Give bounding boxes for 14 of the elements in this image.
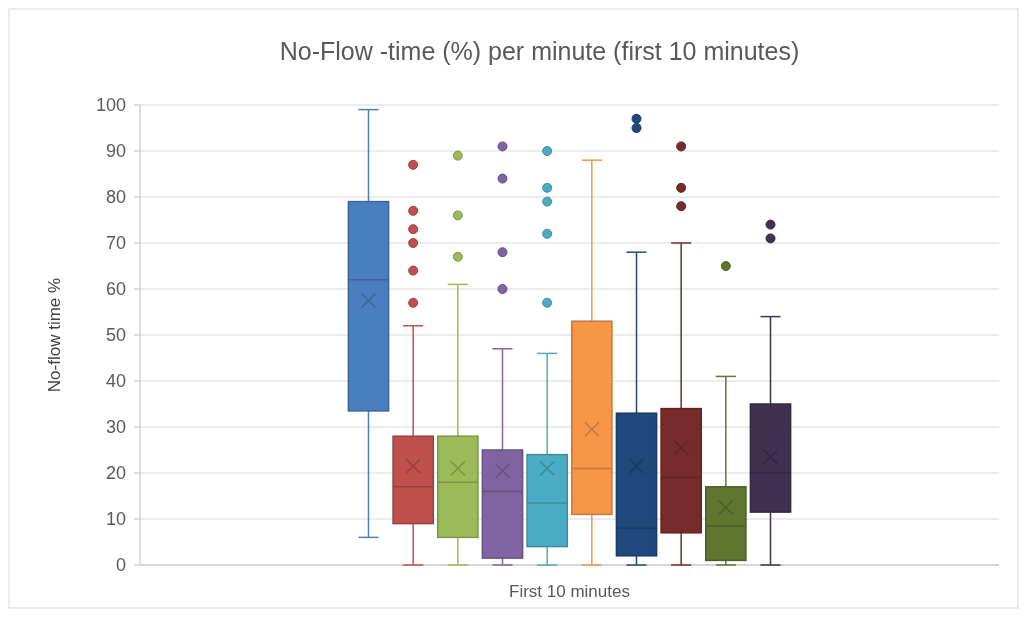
y-tick-label: 80	[105, 187, 126, 208]
x-tick-label: First 10 minutes	[509, 582, 630, 601]
y-axis-title: No-flow time %	[45, 277, 64, 393]
y-tick-label: 0	[115, 555, 126, 576]
y-tick-label: 40	[105, 371, 126, 392]
y-tick-label: 90	[105, 141, 126, 162]
chart-title: No-Flow -time (%) per minute (first 10 minutes)	[279, 37, 800, 65]
y-tick-label: 20	[105, 463, 126, 484]
y-tick-label: 50	[105, 325, 126, 346]
y-tick-label: 100	[95, 95, 126, 116]
y-tick-label: 30	[105, 417, 126, 438]
y-tick-label: 10	[105, 509, 126, 530]
y-tick-label: 60	[105, 279, 126, 300]
y-tick-label: 70	[105, 233, 126, 254]
